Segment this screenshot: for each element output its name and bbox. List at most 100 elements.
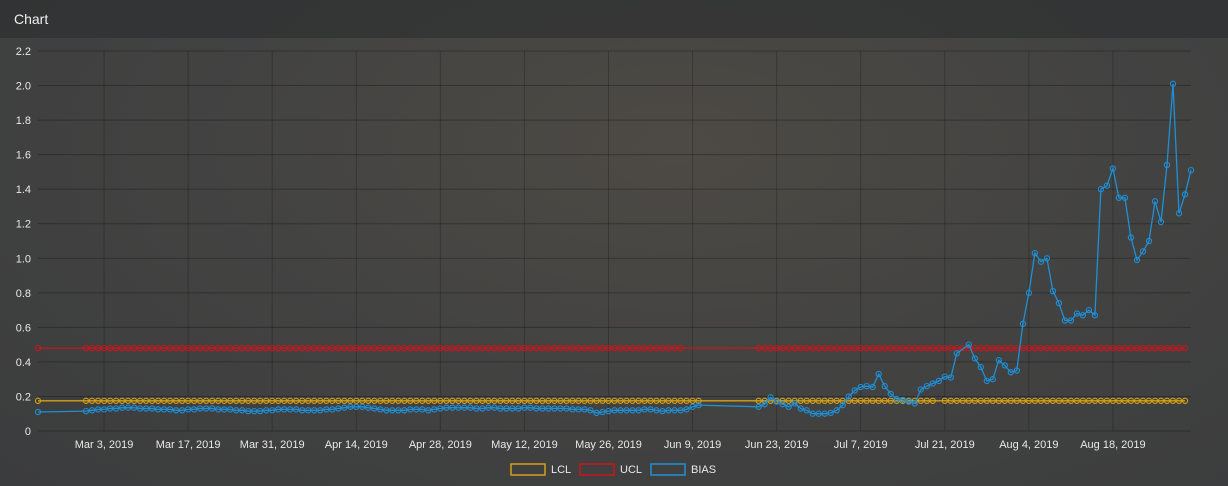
- ucl-data-point: [142, 344, 150, 352]
- ucl-data-point: [515, 344, 522, 352]
- lcl-data-point: [106, 397, 114, 404]
- ucl-data-point: [1181, 344, 1189, 352]
- ucl-data-point: [503, 344, 510, 352]
- ucl-data-point: [1001, 344, 1008, 352]
- bias-data-point: [1097, 186, 1105, 193]
- ucl-data-point: [821, 344, 828, 352]
- lcl-data-point: [521, 397, 528, 404]
- ucl-data-point: [1109, 344, 1117, 352]
- bias-data-point: [317, 407, 324, 414]
- y-tick-label: 0.8: [16, 288, 31, 300]
- bias-data-point: [599, 408, 606, 416]
- bias-data-point: [1127, 234, 1135, 241]
- lcl-data-point: [299, 397, 306, 404]
- bias-data-point: [653, 407, 660, 414]
- bias-data-point: [809, 410, 816, 417]
- lcl-data-point: [347, 397, 354, 404]
- ucl-data-point: [323, 344, 330, 352]
- bias-data-point: [1163, 161, 1171, 169]
- ucl-data-point: [311, 344, 318, 352]
- ucl-data-point: [190, 344, 198, 352]
- bias-data-point: [605, 407, 612, 415]
- lcl-data-point: [509, 397, 516, 404]
- bias-data-point: [839, 401, 846, 409]
- lcl-data-point: [479, 397, 486, 404]
- bias-data-point: [124, 404, 132, 411]
- bias-data-point: [245, 407, 252, 415]
- lcl-data-point: [983, 397, 990, 404]
- lcl-data-point: [227, 397, 234, 404]
- y-tick-label: 2.0: [16, 81, 31, 93]
- bias-data-point: [329, 406, 336, 413]
- ucl-data-point: [1151, 344, 1159, 352]
- ucl-data-point: [395, 344, 402, 352]
- bias-data-point: [1091, 312, 1099, 319]
- lcl-data-point: [671, 397, 678, 404]
- bias-data-point: [371, 405, 378, 412]
- ucl-data-point: [1055, 344, 1063, 352]
- lcl-data-point: [869, 397, 876, 404]
- lcl-data-point: [647, 397, 654, 404]
- lcl-data-point: [88, 397, 96, 404]
- ucl-data-point: [557, 344, 564, 352]
- ucl-data-point: [1049, 344, 1057, 352]
- lcl-data-point: [965, 397, 972, 404]
- bias-data-point: [413, 406, 420, 413]
- ucl-data-point: [389, 344, 396, 352]
- bias-data-point: [593, 409, 600, 417]
- bias-data-point: [1067, 317, 1075, 324]
- lcl-data-point: [142, 397, 150, 404]
- ucl-data-point: [611, 344, 618, 352]
- bias-data-point: [629, 407, 636, 414]
- ucl-data-point: [581, 344, 588, 352]
- ucl-data-point: [196, 344, 204, 352]
- bias-data-point: [142, 405, 150, 412]
- ucl-data-point: [761, 344, 768, 352]
- lcl-data-point: [695, 397, 702, 404]
- bias-data-point: [431, 406, 438, 413]
- ucl-data-point: [263, 344, 270, 352]
- lcl-data-point: [1067, 397, 1075, 404]
- bias-data-point: [659, 407, 666, 415]
- lcl-data-point: [1133, 397, 1141, 404]
- lcl-data-point: [160, 397, 168, 404]
- ucl-data-point: [359, 344, 366, 352]
- ucl-data-point: [227, 344, 234, 352]
- bias-data-point: [875, 370, 882, 378]
- lcl-data-point: [455, 397, 462, 404]
- lcl-data-point: [383, 397, 390, 404]
- panel-title: Chart: [14, 11, 49, 27]
- ucl-data-point: [941, 344, 948, 352]
- lcl-data-point: [491, 397, 498, 404]
- bias-data-point: [341, 404, 348, 411]
- lcl-data-point: [941, 397, 948, 404]
- lcl-data-point: [1103, 397, 1111, 404]
- ucl-data-point: [815, 344, 822, 352]
- bias-data-point: [665, 407, 672, 414]
- bias-data-point: [767, 394, 774, 401]
- ucl-data-point: [335, 344, 342, 352]
- ucl-data-point: [118, 344, 126, 352]
- ucl-data-point: [1079, 344, 1087, 352]
- lcl-data-point: [1007, 397, 1014, 404]
- bias-data-point: [1019, 320, 1027, 328]
- lcl-data-point: [665, 397, 672, 404]
- bias-data-point: [419, 406, 426, 413]
- ucl-data-point: [1031, 344, 1039, 352]
- ucl-data-point: [353, 344, 360, 352]
- ucl-data-point: [1145, 344, 1153, 352]
- bias-data-point: [257, 407, 264, 415]
- ucl-data-point: [34, 344, 42, 352]
- lcl-data-point: [233, 397, 240, 404]
- bias-data-point: [233, 407, 240, 414]
- lcl-data-point: [1019, 397, 1027, 404]
- bias-data-point: [1157, 218, 1165, 226]
- lcl-data-point: [947, 397, 954, 404]
- lcl-data-point: [335, 397, 342, 404]
- lcl-data-point: [785, 397, 792, 404]
- lcl-data-point: [413, 397, 420, 404]
- ucl-data-point: [785, 344, 792, 352]
- lcl-data-point: [323, 397, 330, 404]
- ucl-data-point: [383, 344, 390, 352]
- bias-data-point: [995, 357, 1002, 364]
